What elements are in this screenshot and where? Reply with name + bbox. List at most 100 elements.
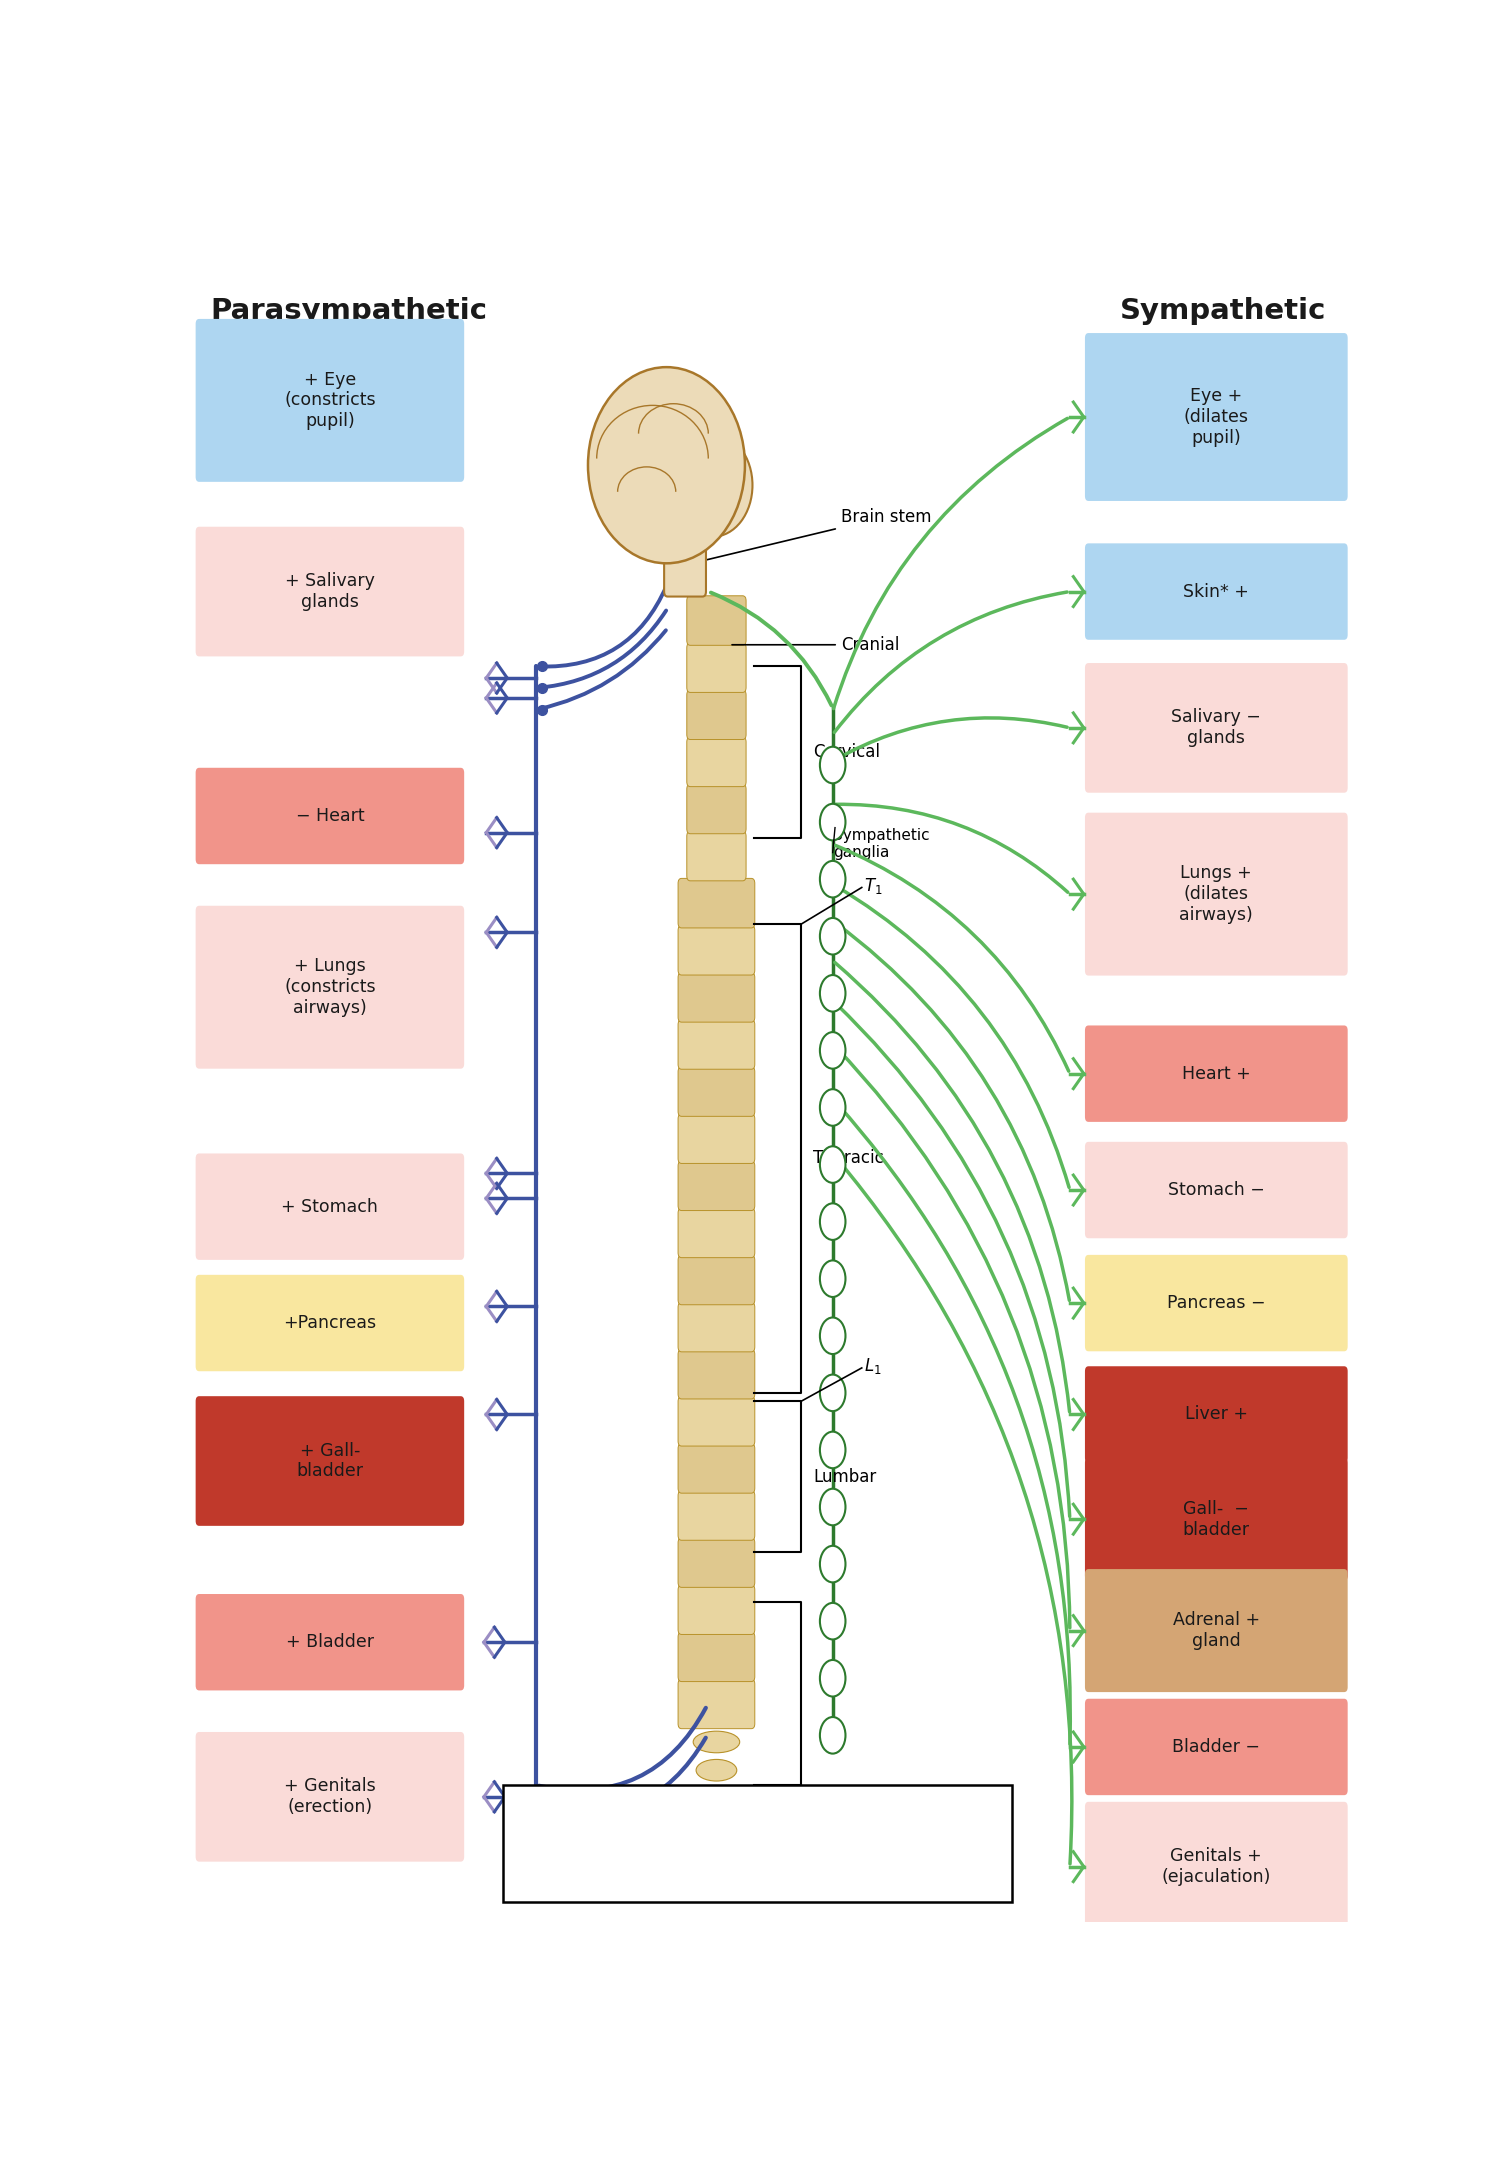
FancyBboxPatch shape — [1084, 1254, 1347, 1352]
FancyBboxPatch shape — [678, 1067, 754, 1116]
FancyBboxPatch shape — [195, 527, 464, 656]
Ellipse shape — [702, 1816, 730, 1837]
FancyBboxPatch shape — [1084, 544, 1347, 639]
FancyBboxPatch shape — [1084, 332, 1347, 501]
Text: Gall-  −
bladder: Gall- − bladder — [1184, 1501, 1250, 1539]
Text: − Heart: − Heart — [296, 807, 364, 825]
Text: + Genitals
(erection): + Genitals (erection) — [284, 1777, 376, 1816]
Text: Sympathetic: Sympathetic — [1120, 298, 1326, 326]
Text: + stimulatory effect
− inhibitory effect: + stimulatory effect − inhibitory effect — [669, 1822, 844, 1865]
Ellipse shape — [699, 1788, 734, 1809]
Circle shape — [821, 918, 846, 954]
FancyBboxPatch shape — [195, 1732, 464, 1861]
Text: Pancreas −: Pancreas − — [1167, 1293, 1266, 1313]
Text: Liver +: Liver + — [1185, 1406, 1248, 1423]
FancyBboxPatch shape — [678, 1302, 754, 1352]
FancyBboxPatch shape — [678, 1209, 754, 1259]
Text: + Stomach: + Stomach — [282, 1198, 378, 1216]
Circle shape — [821, 1716, 846, 1753]
Circle shape — [821, 1546, 846, 1583]
Ellipse shape — [674, 434, 753, 538]
Text: $L_1$: $L_1$ — [864, 1356, 882, 1375]
FancyBboxPatch shape — [687, 831, 746, 881]
FancyBboxPatch shape — [195, 1593, 464, 1690]
Circle shape — [821, 1660, 846, 1697]
Circle shape — [821, 1088, 846, 1125]
Text: + Lungs
(constricts
airways): + Lungs (constricts airways) — [284, 956, 375, 1017]
Text: Brain stem: Brain stem — [702, 507, 932, 561]
Text: + Bladder: + Bladder — [286, 1632, 374, 1652]
FancyBboxPatch shape — [1084, 1367, 1347, 1462]
FancyBboxPatch shape — [1084, 812, 1347, 976]
Text: Thoracic: Thoracic — [813, 1149, 883, 1168]
Text: Sacral: Sacral — [758, 1792, 808, 1811]
FancyBboxPatch shape — [687, 643, 746, 693]
Text: + Eye
(constricts
pupil): + Eye (constricts pupil) — [284, 371, 375, 430]
FancyBboxPatch shape — [664, 490, 706, 596]
Text: Salivary −
glands: Salivary − glands — [1172, 708, 1262, 747]
Text: Bladder −: Bladder − — [1173, 1738, 1260, 1755]
Circle shape — [821, 1203, 846, 1239]
FancyBboxPatch shape — [195, 1274, 464, 1371]
FancyBboxPatch shape — [687, 784, 746, 833]
Text: Eye +
(dilates
pupil): Eye + (dilates pupil) — [1184, 386, 1250, 447]
FancyBboxPatch shape — [678, 926, 754, 976]
FancyBboxPatch shape — [678, 1349, 754, 1399]
Text: Adrenal +
gland: Adrenal + gland — [1173, 1611, 1260, 1649]
FancyBboxPatch shape — [195, 320, 464, 481]
FancyBboxPatch shape — [195, 907, 464, 1069]
FancyBboxPatch shape — [503, 1785, 1011, 1902]
FancyBboxPatch shape — [678, 1537, 754, 1587]
Circle shape — [821, 1431, 846, 1468]
FancyBboxPatch shape — [1084, 1026, 1347, 1123]
Text: Cervical: Cervical — [813, 743, 880, 760]
Text: Sympathetic
ganglia: Sympathetic ganglia — [833, 827, 930, 859]
FancyBboxPatch shape — [678, 1019, 754, 1069]
FancyBboxPatch shape — [678, 1444, 754, 1494]
FancyBboxPatch shape — [678, 1585, 754, 1634]
Circle shape — [821, 1261, 846, 1298]
Ellipse shape — [696, 1760, 736, 1781]
Text: + Salivary
glands: + Salivary glands — [285, 572, 375, 611]
FancyBboxPatch shape — [195, 769, 464, 864]
Circle shape — [821, 1146, 846, 1183]
Text: Lungs +
(dilates
airways): Lungs + (dilates airways) — [1179, 864, 1252, 924]
Text: Lumbar: Lumbar — [813, 1468, 876, 1485]
FancyBboxPatch shape — [678, 879, 754, 928]
FancyBboxPatch shape — [678, 1114, 754, 1164]
FancyBboxPatch shape — [195, 1397, 464, 1526]
FancyBboxPatch shape — [678, 1632, 754, 1682]
FancyBboxPatch shape — [1084, 1142, 1347, 1239]
Circle shape — [821, 861, 846, 898]
FancyBboxPatch shape — [687, 736, 746, 786]
Ellipse shape — [588, 367, 746, 563]
Circle shape — [821, 1602, 846, 1639]
FancyBboxPatch shape — [1084, 1699, 1347, 1794]
Text: $T_1$: $T_1$ — [864, 877, 882, 896]
FancyBboxPatch shape — [687, 596, 746, 646]
FancyBboxPatch shape — [678, 1680, 754, 1729]
Text: Stomach −: Stomach − — [1168, 1181, 1264, 1198]
FancyBboxPatch shape — [1084, 1803, 1347, 1932]
Circle shape — [821, 803, 846, 840]
FancyBboxPatch shape — [1084, 663, 1347, 792]
Circle shape — [821, 1317, 846, 1354]
Circle shape — [821, 1375, 846, 1412]
Circle shape — [821, 1032, 846, 1069]
Ellipse shape — [705, 1844, 728, 1865]
Text: +Pancreas: +Pancreas — [284, 1315, 376, 1332]
FancyBboxPatch shape — [195, 1153, 464, 1261]
Circle shape — [821, 747, 846, 784]
Text: Cranial: Cranial — [732, 635, 898, 654]
FancyBboxPatch shape — [678, 972, 754, 1021]
Text: + Gall-
bladder: + Gall- bladder — [297, 1442, 363, 1481]
Circle shape — [821, 1490, 846, 1524]
Text: Skin* +: Skin* + — [1184, 583, 1250, 600]
FancyBboxPatch shape — [678, 1162, 754, 1211]
FancyBboxPatch shape — [678, 1254, 754, 1304]
Text: Parasympathetic: Parasympathetic — [210, 298, 488, 326]
FancyBboxPatch shape — [1084, 1457, 1347, 1580]
Circle shape — [821, 976, 846, 1013]
FancyBboxPatch shape — [1084, 1570, 1347, 1693]
FancyBboxPatch shape — [687, 691, 746, 741]
